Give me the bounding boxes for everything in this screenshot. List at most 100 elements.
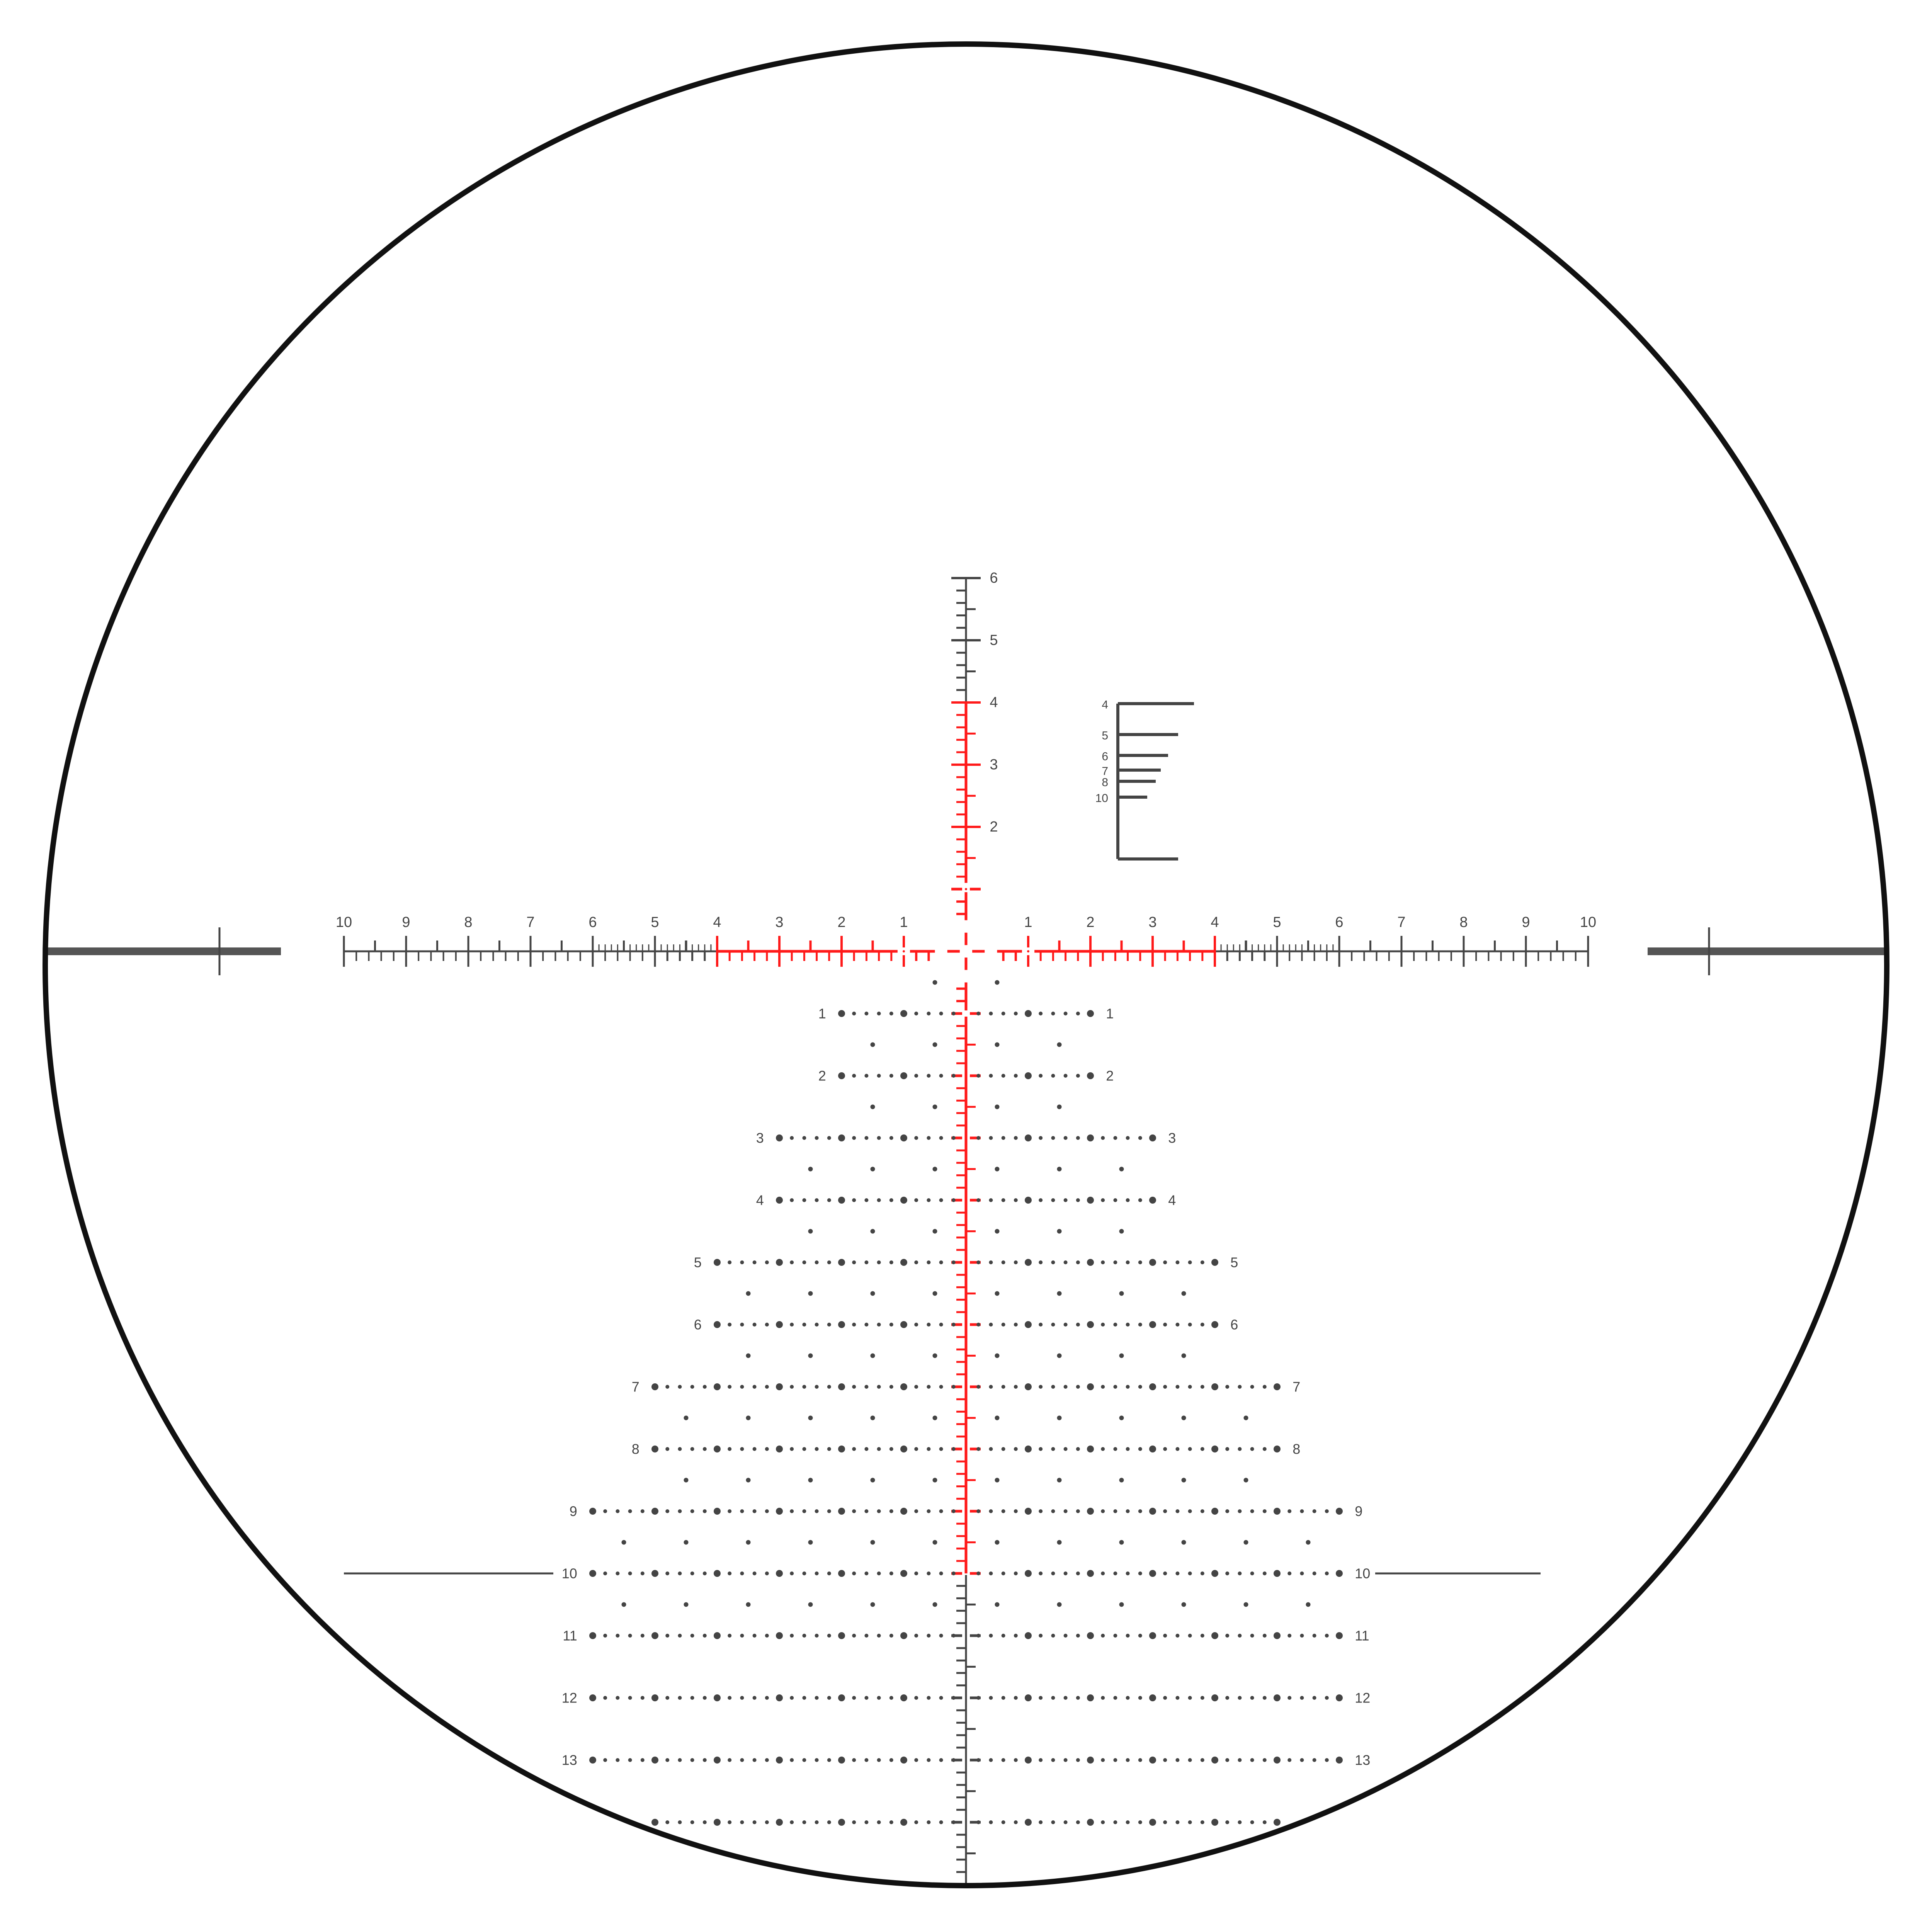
upper-stadia-label: 6 bbox=[990, 570, 998, 586]
holdover-dot bbox=[827, 1509, 831, 1513]
holdover-dot bbox=[1188, 1758, 1192, 1762]
holdover-dot bbox=[852, 1634, 856, 1638]
holdover-dot bbox=[678, 1696, 682, 1700]
holdover-dot-major bbox=[1274, 1819, 1281, 1826]
holdover-dot bbox=[752, 1447, 757, 1451]
half-row-dot bbox=[1057, 1229, 1062, 1234]
holdover-dot bbox=[889, 1509, 893, 1513]
holdover-dot bbox=[628, 1696, 632, 1700]
holdover-dot bbox=[1063, 1447, 1068, 1451]
holdover-dot bbox=[1051, 1385, 1055, 1389]
holdover-dot bbox=[1200, 1634, 1204, 1638]
holdover-dot bbox=[702, 1447, 707, 1451]
holdover-dot bbox=[827, 1323, 831, 1327]
holdover-dot-major bbox=[1211, 1508, 1218, 1515]
holdover-dot bbox=[1126, 1136, 1130, 1140]
holdover-dot-major bbox=[838, 1632, 845, 1639]
right-thick-post bbox=[1648, 947, 1885, 955]
half-row-dot bbox=[746, 1478, 751, 1483]
holdover-dot bbox=[1126, 1509, 1130, 1513]
holdover-dot bbox=[1163, 1571, 1167, 1575]
holdover-dot bbox=[1076, 1074, 1080, 1078]
holdover-dot bbox=[1014, 1696, 1018, 1700]
holdover-dot-major bbox=[1087, 1197, 1094, 1204]
holdover-dot bbox=[815, 1198, 819, 1202]
holdover-dot bbox=[1076, 1696, 1080, 1700]
holdover-dot bbox=[1014, 1323, 1018, 1327]
holdover-dot-major bbox=[589, 1757, 596, 1764]
half-row-dot bbox=[932, 1104, 937, 1109]
half-row-dot bbox=[746, 1602, 751, 1607]
horizontal-scale-label: 4 bbox=[1211, 914, 1219, 930]
half-row-dot bbox=[995, 1229, 1000, 1234]
holdover-dot bbox=[815, 1634, 819, 1638]
holdover-dot-major bbox=[589, 1508, 596, 1515]
holdover-dot bbox=[815, 1260, 819, 1264]
half-row-dot bbox=[808, 1602, 813, 1607]
holdover-dot bbox=[889, 1696, 893, 1700]
holdover-dot bbox=[765, 1385, 769, 1389]
holdover-dot-major bbox=[589, 1570, 596, 1577]
holdover-dot bbox=[1225, 1696, 1230, 1700]
half-row-dot bbox=[1243, 1415, 1248, 1420]
holdover-dot bbox=[1001, 1820, 1005, 1824]
holdover-dot bbox=[877, 1758, 881, 1762]
holdover-dot bbox=[877, 1509, 881, 1513]
holdover-dot bbox=[852, 1509, 856, 1513]
holdover-dot bbox=[1287, 1758, 1292, 1762]
holdover-dot bbox=[740, 1385, 744, 1389]
horizontal-scale-label: 9 bbox=[1522, 914, 1530, 930]
holdover-dot-major bbox=[1211, 1570, 1218, 1577]
holdover-dot bbox=[1014, 1385, 1018, 1389]
holdover-dot bbox=[989, 1198, 993, 1202]
holdover-dot bbox=[1126, 1696, 1130, 1700]
holdover-dot-major bbox=[838, 1134, 845, 1141]
holdover-row-label-right: 12 bbox=[1355, 1690, 1370, 1706]
holdover-dot bbox=[989, 1260, 993, 1264]
holdover-dot bbox=[690, 1385, 694, 1389]
holdover-dot bbox=[1312, 1758, 1316, 1762]
holdover-dot bbox=[1300, 1571, 1304, 1575]
half-row-dot bbox=[870, 1167, 875, 1172]
holdover-dot bbox=[1076, 1385, 1080, 1389]
half-row-dot bbox=[995, 1540, 1000, 1545]
half-row-dot bbox=[932, 1602, 937, 1607]
holdover-dot-major bbox=[1025, 1570, 1032, 1577]
holdover-dot bbox=[1101, 1634, 1105, 1638]
holdover-dot bbox=[976, 1198, 981, 1202]
holdover-dot bbox=[1325, 1758, 1329, 1762]
holdover-dot bbox=[1001, 1758, 1005, 1762]
holdover-dot bbox=[678, 1634, 682, 1638]
holdover-dot bbox=[976, 1758, 981, 1762]
holdover-dot bbox=[1175, 1696, 1180, 1700]
holdover-dot bbox=[1138, 1136, 1142, 1140]
holdover-dot bbox=[603, 1696, 607, 1700]
holdover-dot bbox=[864, 1136, 869, 1140]
holdover-dot bbox=[1039, 1074, 1043, 1078]
holdover-dot bbox=[1138, 1260, 1142, 1264]
holdover-dot bbox=[976, 1012, 981, 1015]
holdover-dot bbox=[1113, 1634, 1117, 1638]
holdover-dot bbox=[989, 1758, 993, 1762]
holdover-dot bbox=[1101, 1820, 1105, 1824]
holdover-dot-major bbox=[651, 1819, 658, 1826]
holdover-dot bbox=[852, 1571, 856, 1575]
holdover-dot bbox=[1001, 1198, 1005, 1202]
holdover-dot bbox=[951, 1136, 956, 1140]
half-row-dot bbox=[995, 1415, 1000, 1420]
holdover-dot bbox=[690, 1696, 694, 1700]
holdover-dot bbox=[790, 1260, 794, 1264]
holdover-dot bbox=[628, 1571, 632, 1575]
holdover-dot bbox=[889, 1074, 893, 1078]
holdover-dot-major bbox=[776, 1134, 783, 1141]
holdover-dot bbox=[864, 1634, 869, 1638]
holdover-dot bbox=[1175, 1571, 1180, 1575]
holdover-dot bbox=[927, 1012, 931, 1015]
holdover-dot bbox=[1076, 1509, 1080, 1513]
half-row-dot bbox=[621, 1602, 626, 1607]
holdover-dot bbox=[1300, 1634, 1304, 1638]
holdover-dot bbox=[1250, 1634, 1254, 1638]
holdover-dot bbox=[752, 1571, 757, 1575]
holdover-dot bbox=[690, 1447, 694, 1451]
